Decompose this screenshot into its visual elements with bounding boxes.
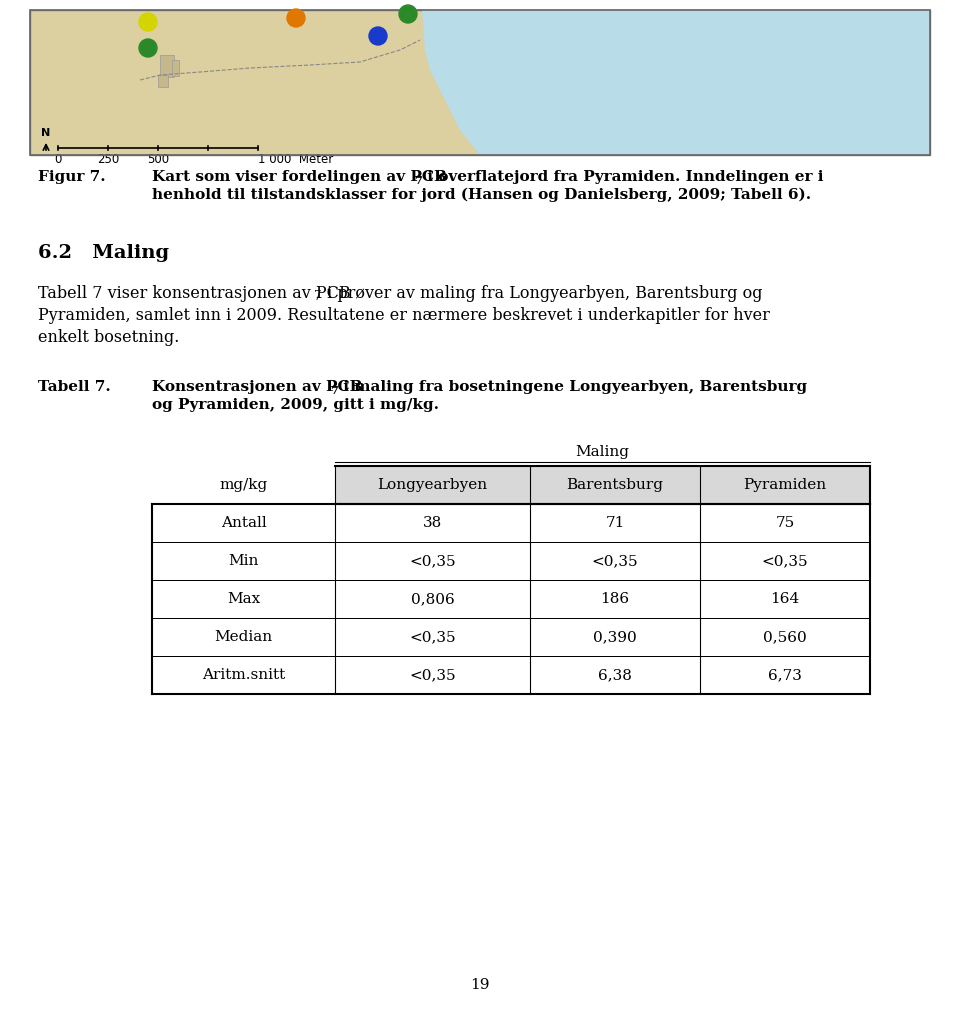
Text: i maling fra bosetningene Longyearbyen, Barentsburg: i maling fra bosetningene Longyearbyen, … [338,380,807,394]
Text: 500: 500 [147,153,169,166]
Text: 6,38: 6,38 [598,668,632,682]
Bar [30,10,930,155]
Text: henhold til tilstandsklasser for jord (Hansen og Danielsberg, 2009; Tabell 6).: henhold til tilstandsklasser for jord (H… [152,188,811,203]
Bar [700,466,870,504]
Text: 7: 7 [314,290,322,303]
Circle shape [399,5,417,23]
Bar [160,55,174,77]
Text: 164: 164 [770,592,800,606]
Text: Aritm.snitt: Aritm.snitt [202,668,285,682]
Text: Maling: Maling [575,445,630,459]
Text: Tabell 7 viser konsentrasjonen av PCB: Tabell 7 viser konsentrasjonen av PCB [38,285,350,302]
Text: <0,35: <0,35 [409,630,456,644]
Circle shape [287,9,305,27]
Text: i overflatejord fra Pyramiden. Inndelingen er i: i overflatejord fra Pyramiden. Inndeling… [422,170,824,184]
Text: Max: Max [227,592,260,606]
Text: Figur 7.: Figur 7. [38,170,106,184]
Circle shape [139,39,157,57]
Text: Kart som viser fordelingen av PCB: Kart som viser fordelingen av PCB [152,170,447,184]
Circle shape [139,13,157,31]
Text: Pyramiden, samlet inn i 2009. Resultatene er nærmere beskrevet i underkapitler f: Pyramiden, samlet inn i 2009. Resultaten… [38,307,770,324]
Text: Longyearbyen: Longyearbyen [377,478,488,492]
Bar [530,466,700,504]
Text: 7: 7 [330,385,338,396]
Text: 0,806: 0,806 [411,592,454,606]
Text: Tabell 7.: Tabell 7. [38,380,110,394]
Polygon shape [422,10,930,155]
Text: 38: 38 [422,516,443,530]
Bar [172,60,179,76]
Text: 1 000  Meter: 1 000 Meter [258,153,333,166]
Text: 6.2   Maling: 6.2 Maling [38,244,169,262]
Text: <0,35: <0,35 [409,554,456,568]
Text: og Pyramiden, 2009, gitt i mg/kg.: og Pyramiden, 2009, gitt i mg/kg. [152,398,439,412]
Text: 250: 250 [97,153,119,166]
Circle shape [369,27,387,45]
Text: Min: Min [228,554,258,568]
Text: Median: Median [214,630,273,644]
Text: 0: 0 [55,153,61,166]
Text: Antall: Antall [221,516,266,530]
Text: <0,35: <0,35 [409,668,456,682]
Bar [30,10,930,155]
Bar [158,75,168,87]
Text: mg/kg: mg/kg [220,478,268,492]
Text: i prøver av maling fra Longyearbyen, Barentsburg og: i prøver av maling fra Longyearbyen, Bar… [322,285,762,302]
Text: 0,390: 0,390 [593,630,636,644]
Text: 75: 75 [776,516,795,530]
Text: 0,560: 0,560 [763,630,806,644]
Text: N: N [41,128,50,138]
Text: Pyramiden: Pyramiden [743,478,827,492]
Bar [335,466,530,504]
Text: Barentsburg: Barentsburg [566,478,663,492]
Text: 19: 19 [470,978,490,992]
Text: 186: 186 [600,592,630,606]
Text: Konsentrasjonen av PCB: Konsentrasjonen av PCB [152,380,363,394]
Text: 7: 7 [414,175,421,186]
Text: <0,35: <0,35 [591,554,638,568]
Text: 71: 71 [606,516,625,530]
Text: 6,73: 6,73 [768,668,802,682]
Text: enkelt bosetning.: enkelt bosetning. [38,329,180,346]
Text: <0,35: <0,35 [761,554,808,568]
